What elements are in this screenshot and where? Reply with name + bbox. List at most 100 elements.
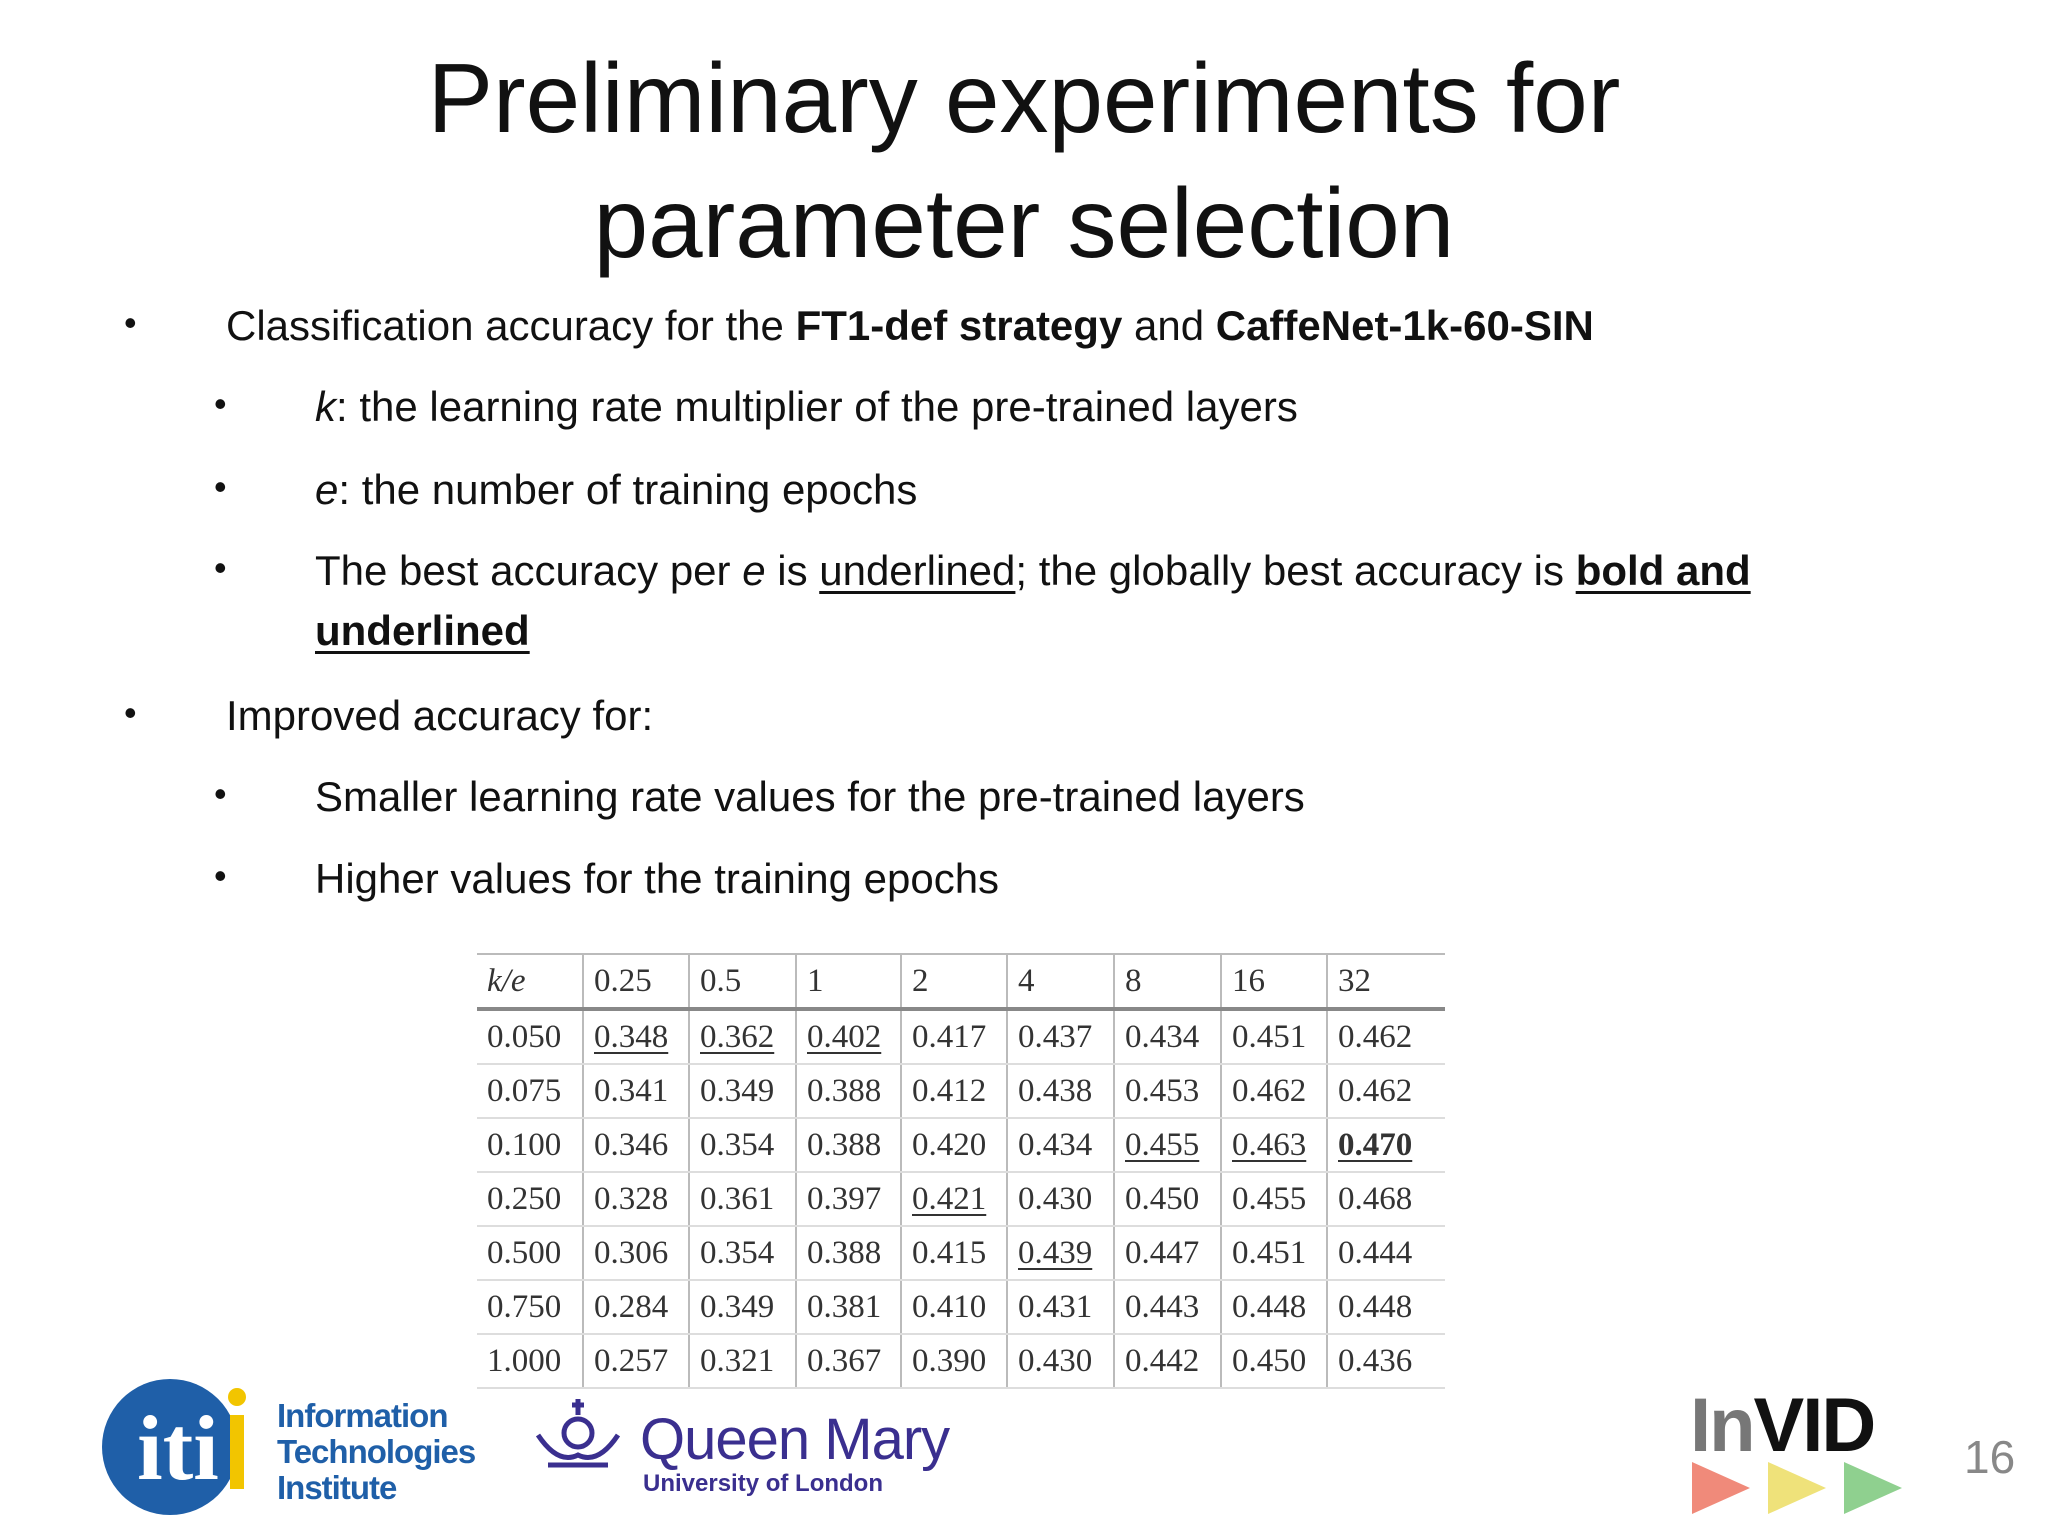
table-cell: 0.468 <box>1326 1172 1445 1227</box>
table-cell: 0.442 <box>1113 1334 1221 1389</box>
table-cell: 0.321 <box>688 1334 796 1389</box>
header-cell: k/e <box>477 953 583 1011</box>
cell-text: 32 <box>1338 962 1371 999</box>
table-cell: 0.447 <box>1113 1226 1221 1281</box>
cell-text: 0.361 <box>700 1180 775 1217</box>
emphasized-cell-text: 0.362 <box>700 1018 775 1055</box>
cell-text: 0.25 <box>594 962 652 999</box>
bullet-text: e: the number of training epochs <box>315 460 917 520</box>
cell-text: 0.388 <box>807 1072 882 1109</box>
header-cell: 16 <box>1220 953 1327 1011</box>
cell-text: 0.450 <box>1125 1180 1200 1217</box>
bullet-text: Improved accuracy for: <box>226 686 653 746</box>
cell-text: 0.431 <box>1018 1288 1093 1325</box>
cell-text: 0.436 <box>1338 1342 1413 1379</box>
table-cell: 0.463 <box>1220 1118 1327 1173</box>
cell-text: 0.462 <box>1338 1018 1413 1055</box>
qm-subtitle: University of London <box>643 1470 883 1497</box>
table-cell: 0.397 <box>795 1172 901 1227</box>
cell-text: 0.444 <box>1338 1234 1413 1271</box>
cell-text: 0.451 <box>1232 1018 1307 1055</box>
results-table: k/e 0.25 0.5 1 2 4 8 16 32 0.050 0.348 0.362 0.402 0.… <box>477 953 1445 1389</box>
text: ; the globally best accuracy is <box>1015 547 1576 594</box>
cell-text: 1 <box>807 962 824 999</box>
cell-text: 0.437 <box>1018 1018 1093 1055</box>
text: Technologies <box>277 1433 476 1470</box>
cell-text: 0.346 <box>594 1126 669 1163</box>
table-cell: 0.462 <box>1220 1064 1327 1119</box>
header-cell: 32 <box>1326 953 1445 1011</box>
emphasized-cell-text: 0.455 <box>1125 1126 1200 1163</box>
table-cell: 0.381 <box>795 1280 901 1335</box>
cell-text: 0.434 <box>1125 1018 1200 1055</box>
text: Classification accuracy for the <box>226 302 796 349</box>
table-cell: 0.451 <box>1220 1009 1327 1065</box>
text: is <box>765 547 820 594</box>
table-cell: 0.434 <box>1006 1118 1114 1173</box>
cell-text: 0.349 <box>700 1288 775 1325</box>
cell-text: 0.453 <box>1125 1072 1200 1109</box>
table-cell: 0.448 <box>1326 1280 1445 1335</box>
cell-text: 0.412 <box>912 1072 987 1109</box>
cell-text: 0.443 <box>1125 1288 1200 1325</box>
table-cell: 0.750 <box>477 1280 583 1335</box>
text: VID <box>1753 1383 1877 1468</box>
table-cell: 0.361 <box>688 1172 796 1227</box>
cell-text: 0.328 <box>594 1180 669 1217</box>
cell-text: 0.468 <box>1338 1180 1413 1217</box>
bullet: • <box>124 302 137 343</box>
table-cell: 0.348 <box>582 1009 689 1065</box>
table-cell: 0.250 <box>477 1172 583 1227</box>
qm-crest <box>535 1399 621 1468</box>
cell-text: 0.500 <box>487 1234 562 1271</box>
bullet: • <box>214 855 227 896</box>
table-cell: 0.349 <box>688 1280 796 1335</box>
table-cell: 0.367 <box>795 1334 901 1389</box>
bullet: • <box>214 466 227 507</box>
header-cell: 0.25 <box>582 953 689 1011</box>
table-row: 0.050 0.348 0.362 0.402 0.417 0.437 0.434 0.451… <box>477 1009 1445 1065</box>
bold-underlined-text: bold and underlined <box>315 547 1751 654</box>
bold-text: FT1-def strategy <box>795 302 1123 349</box>
bullet-text: The best accuracy per e is underlined; t… <box>315 541 1935 661</box>
table-row: 0.075 0.341 0.349 0.388 0.412 0.438 0.453 0.462… <box>477 1064 1445 1119</box>
cell-text: 0.447 <box>1125 1234 1200 1271</box>
cell-text: 16 <box>1232 962 1265 999</box>
cell-text: 0.415 <box>912 1234 987 1271</box>
cell-text: 0.354 <box>700 1234 775 1271</box>
cell-text: 0.434 <box>1018 1126 1093 1163</box>
bullet: • <box>214 383 227 424</box>
table-row: 0.100 0.346 0.354 0.388 0.420 0.434 0.455 0.463… <box>477 1118 1445 1173</box>
table-cell: 0.415 <box>900 1226 1007 1281</box>
cell-text: 0.075 <box>487 1072 562 1109</box>
cell-text: 0.750 <box>487 1288 562 1325</box>
cell-text: 0.349 <box>700 1072 775 1109</box>
table-cell: 0.328 <box>582 1172 689 1227</box>
table-row: 0.250 0.328 0.361 0.397 0.421 0.430 0.450 0.455… <box>477 1172 1445 1227</box>
iti-logo: iti <box>102 1379 246 1515</box>
table-cell: 0.346 <box>582 1118 689 1173</box>
cell-text: 0.455 <box>1232 1180 1307 1217</box>
bullet: • <box>214 547 227 588</box>
cell-text: 0.397 <box>807 1180 882 1217</box>
emphasized-cell-text: 0.470 <box>1338 1126 1413 1163</box>
table-cell: 0.420 <box>900 1118 1007 1173</box>
table-cell: 0.284 <box>582 1280 689 1335</box>
cell-text: 0.417 <box>912 1018 987 1055</box>
table-cell: 0.430 <box>1006 1334 1114 1389</box>
table-cell: 0.410 <box>900 1280 1007 1335</box>
cell-text: 0.438 <box>1018 1072 1093 1109</box>
table-cell: 0.438 <box>1006 1064 1114 1119</box>
table-cell: 0.450 <box>1113 1172 1221 1227</box>
table-row: 0.500 0.306 0.354 0.388 0.415 0.439 0.447 0.451… <box>477 1226 1445 1281</box>
cell-text: 0.367 <box>807 1342 882 1379</box>
table-cell: 0.354 <box>688 1226 796 1281</box>
header-cell: 1 <box>795 953 901 1011</box>
table-row: 0.750 0.284 0.349 0.381 0.410 0.431 0.443 0.448… <box>477 1280 1445 1335</box>
page-number: 16 <box>1964 1431 2016 1483</box>
table-cell: 0.402 <box>795 1009 901 1065</box>
cell-text: 0.462 <box>1232 1072 1307 1109</box>
table-cell: 0.462 <box>1326 1064 1445 1119</box>
table-cell: 0.341 <box>582 1064 689 1119</box>
